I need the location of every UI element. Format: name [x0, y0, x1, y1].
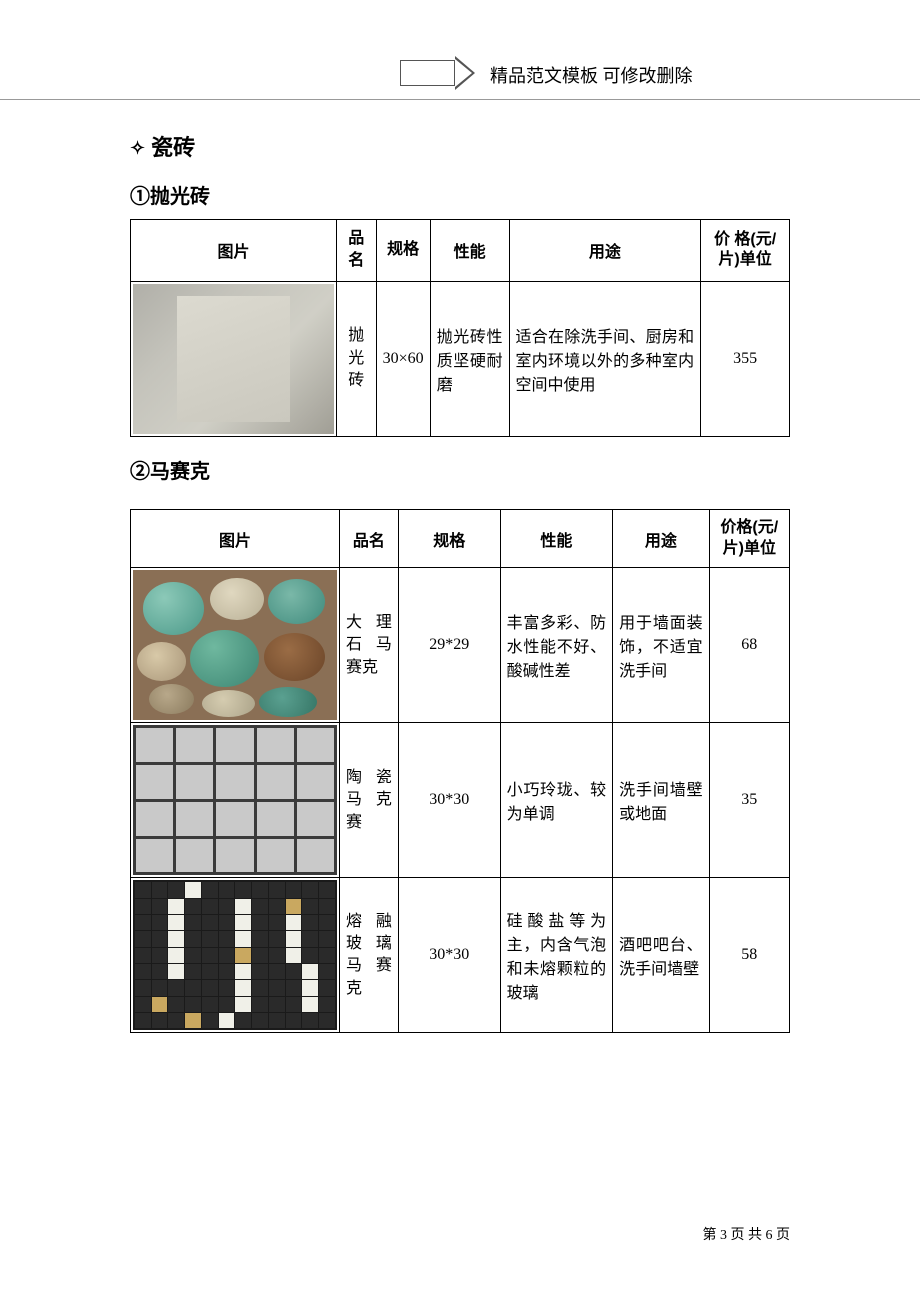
th-name: 品名 — [336, 220, 376, 282]
marble-mosaic-image — [133, 570, 337, 720]
td-name: 陶瓷马克赛 — [339, 723, 398, 878]
table-row: 抛光砖 30×60 抛光砖性质坚硬耐磨 适合在除洗手间、厨房和室内环境以外的多种… — [131, 281, 790, 436]
th-spec: 规格 — [398, 509, 500, 568]
arrow-shaft-icon — [400, 60, 455, 86]
subtitle-2: ②马赛克 — [130, 455, 790, 484]
td-use: 酒吧吧台、洗手间墙壁 — [613, 878, 709, 1033]
polished-tile-image — [133, 284, 334, 434]
arrow-head-icon — [455, 56, 475, 90]
td-price: 68 — [709, 568, 789, 723]
td-image — [131, 723, 340, 878]
th-perf: 性能 — [500, 509, 613, 568]
table-polished-tile: 图片 品名 规格 性能 用途 价 格(元/片)单位 抛光砖 30×60 抛光砖性… — [130, 219, 790, 437]
td-use: 用于墙面装饰，不适宜洗手间 — [613, 568, 709, 723]
td-price: 355 — [701, 281, 790, 436]
td-price: 35 — [709, 723, 789, 878]
td-perf: 小巧玲珑、较为单调 — [500, 723, 613, 878]
td-price: 58 — [709, 878, 789, 1033]
table-row: 熔融玻璃马赛克 30*30 硅酸盐等为主，内含气泡和未熔颗粒的玻璃 酒吧吧台、洗… — [131, 878, 790, 1033]
td-image — [131, 281, 337, 436]
td-name: 抛光砖 — [336, 281, 376, 436]
td-image — [131, 878, 340, 1033]
th-name: 品名 — [339, 509, 398, 568]
table-mosaic: 图片 品名 规格 性能 用途 价格(元/片)单位 — [130, 509, 790, 1034]
td-perf: 丰富多彩、防水性能不好、酸碱性差 — [500, 568, 613, 723]
section-title-text: 瓷砖 — [151, 135, 195, 160]
td-spec: 30*30 — [398, 878, 500, 1033]
th-price: 价 格(元/片)单位 — [701, 220, 790, 282]
td-name: 大理石马赛克 — [339, 568, 398, 723]
page-header: 精品范文模板 可修改删除 — [0, 0, 920, 100]
th-price: 价格(元/片)单位 — [709, 509, 789, 568]
th-use: 用途 — [509, 220, 701, 282]
th-use: 用途 — [613, 509, 709, 568]
diamond-icon: ✧ — [130, 138, 145, 159]
th-image: 图片 — [131, 220, 337, 282]
th-spec: 规格 — [376, 220, 430, 282]
td-use: 洗手间墙壁或地面 — [613, 723, 709, 878]
ceramic-mosaic-image — [133, 725, 337, 875]
table-row: 大理石马赛克 29*29 丰富多彩、防水性能不好、酸碱性差 用于墙面装饰，不适宜… — [131, 568, 790, 723]
glass-mosaic-image — [133, 880, 337, 1030]
td-spec: 30*30 — [398, 723, 500, 878]
th-image: 图片 — [131, 509, 340, 568]
td-image — [131, 568, 340, 723]
table-row: 陶瓷马克赛 30*30 小巧玲珑、较为单调 洗手间墙壁或地面 35 — [131, 723, 790, 878]
table-header-row: 图片 品名 规格 性能 用途 价 格(元/片)单位 — [131, 220, 790, 282]
td-perf: 硅酸盐等为主，内含气泡和未熔颗粒的玻璃 — [500, 878, 613, 1033]
page-footer: 第 3 页 共 6 页 — [703, 1224, 791, 1244]
subtitle-1: ①抛光砖 — [130, 180, 790, 209]
section-title: ✧ 瓷砖 — [130, 130, 790, 162]
td-spec: 29*29 — [398, 568, 500, 723]
td-perf: 抛光砖性质坚硬耐磨 — [430, 281, 509, 436]
main-content: ✧ 瓷砖 ①抛光砖 图片 品名 规格 性能 用途 价 格(元/片)单位 抛光砖 3… — [0, 130, 920, 1033]
td-use: 适合在除洗手间、厨房和室内环境以外的多种室内空间中使用 — [509, 281, 701, 436]
td-name: 熔融玻璃马赛克 — [339, 878, 398, 1033]
th-perf: 性能 — [430, 220, 509, 282]
table-header-row: 图片 品名 规格 性能 用途 价格(元/片)单位 — [131, 509, 790, 568]
td-spec: 30×60 — [376, 281, 430, 436]
header-banner-text: 精品范文模板 可修改删除 — [490, 62, 693, 88]
